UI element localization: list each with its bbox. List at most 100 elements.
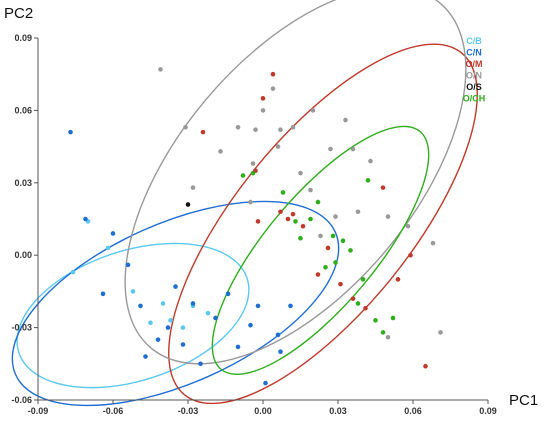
point-c-n	[248, 322, 253, 328]
point-o-ch	[355, 301, 361, 306]
point-o-n	[253, 127, 258, 133]
point-o-n	[275, 144, 281, 149]
point-c-n	[110, 231, 116, 236]
point-o-n	[158, 67, 163, 72]
point-o-ch	[333, 260, 338, 265]
y-tick-label: 0.03	[14, 178, 32, 188]
point-o-s	[185, 202, 191, 207]
point-o-n	[385, 214, 391, 219]
point-o-m	[380, 185, 386, 190]
point-o-ch	[240, 173, 246, 178]
point-c-n	[235, 344, 241, 350]
point-o-m	[300, 223, 306, 229]
legend-label-c-b: C/B	[466, 36, 482, 46]
point-c-n	[275, 332, 281, 338]
point-o-n	[343, 117, 348, 123]
point-c-n	[180, 342, 186, 347]
point-o-m	[200, 129, 206, 135]
point-o-n	[438, 330, 443, 335]
axes	[34, 37, 489, 404]
point-o-n	[298, 170, 303, 176]
point-o-ch	[373, 318, 378, 323]
point-o-n	[190, 185, 196, 190]
point-c-n	[138, 303, 143, 309]
point-o-ch	[330, 233, 336, 239]
point-o-n	[250, 161, 256, 166]
point-o-m	[315, 272, 321, 277]
point-c-b	[105, 245, 111, 251]
x-tick-label: 0.06	[404, 406, 422, 416]
point-o-ch	[298, 236, 303, 241]
point-o-n	[235, 124, 241, 130]
point-o-n	[183, 124, 188, 130]
point-o-n	[308, 187, 313, 193]
point-o-ch	[365, 178, 371, 183]
y-tick-label: -0.03	[11, 323, 32, 333]
point-c-b	[70, 269, 76, 275]
point-o-ch	[348, 248, 353, 253]
point-o-n	[333, 214, 338, 219]
x-tick-label: 0.03	[329, 406, 347, 416]
point-c-n	[213, 315, 218, 321]
confidence-ellipses	[11, 0, 478, 407]
point-o-n	[218, 149, 223, 154]
point-o-ch	[293, 219, 298, 224]
point-o-ch	[323, 264, 328, 270]
data-points	[68, 67, 443, 386]
point-c-n	[190, 301, 196, 306]
point-o-m	[350, 296, 356, 301]
point-o-n	[318, 233, 323, 239]
legend-label-o-m: O/M	[466, 59, 483, 69]
legend-label-o-s: O/S	[466, 82, 482, 92]
y-tick-label: 0.00	[14, 250, 32, 260]
point-c-b	[160, 301, 166, 306]
point-o-m	[278, 209, 283, 215]
point-c-n	[278, 349, 283, 355]
point-o-ch	[360, 277, 366, 282]
point-o-ch	[308, 216, 313, 222]
legend: C/B C/NO/M O/NO/S O/CH	[463, 36, 486, 104]
point-c-b	[130, 289, 136, 294]
point-c-n	[155, 337, 161, 342]
point-o-ch	[390, 315, 396, 321]
x-tick-label: -0.03	[178, 406, 199, 416]
point-o-m	[395, 277, 401, 282]
point-o-m	[325, 245, 331, 251]
point-o-n	[430, 240, 436, 246]
point-o-m	[260, 96, 266, 101]
point-c-n	[198, 361, 203, 367]
point-c-n	[100, 291, 106, 297]
point-c-b	[148, 320, 153, 326]
point-c-n	[68, 129, 73, 135]
point-c-n	[143, 354, 148, 359]
point-o-m	[408, 252, 413, 258]
point-o-ch	[340, 238, 346, 244]
tick-labels: -0.09 -0.06 -0.03 0.00 0.03 0.06 0.090.090.060…	[11, 33, 496, 416]
legend-label-o-ch: O/CH	[463, 94, 486, 104]
point-c-b	[168, 318, 173, 323]
point-o-n	[385, 334, 391, 340]
point-c-n	[225, 291, 231, 297]
point-o-m	[255, 219, 261, 224]
x-tick-label: -0.09	[28, 406, 49, 416]
legend-label-o-n: O/N	[466, 71, 482, 81]
point-o-n	[355, 209, 361, 215]
point-o-m	[423, 363, 428, 369]
ellipse-c-b	[16, 242, 250, 389]
point-o-m	[290, 211, 296, 217]
point-o-n	[350, 146, 356, 152]
point-c-n	[125, 262, 131, 268]
ellipse-o-ch	[211, 125, 430, 375]
point-c-b	[205, 310, 211, 316]
point-o-n	[270, 86, 276, 91]
point-o-n	[290, 124, 296, 130]
ellipse-o-n	[124, 0, 467, 365]
point-o-m	[285, 216, 291, 222]
point-o-m	[338, 281, 343, 287]
x-tick-label: 0.09	[479, 406, 497, 416]
y-axis-title: PC2	[4, 5, 33, 22]
point-o-ch	[380, 330, 386, 335]
point-c-n	[83, 216, 88, 222]
point-c-n	[263, 380, 268, 386]
x-tick-label: 0.00	[254, 406, 272, 416]
